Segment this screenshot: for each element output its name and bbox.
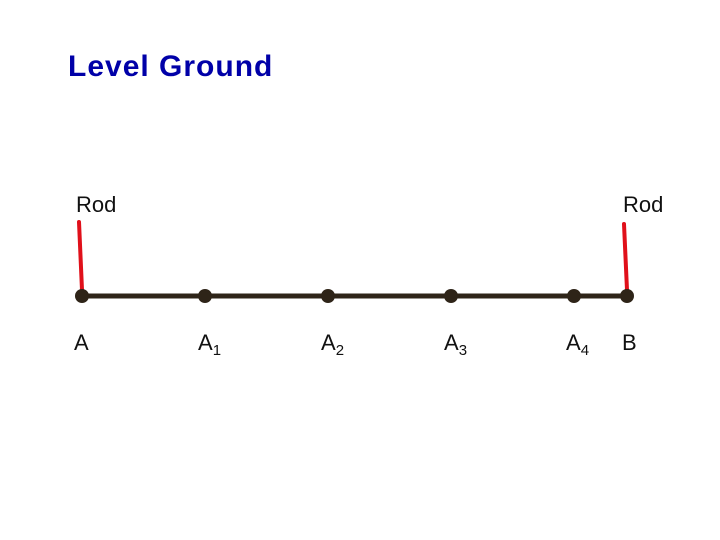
point-a1 [198, 289, 212, 303]
rod-label-right: Rod [623, 192, 664, 217]
rod-label-left: Rod [76, 192, 117, 217]
point-label-a: A [74, 330, 89, 355]
point-label-b: B [622, 330, 637, 355]
point-a [75, 289, 89, 303]
rod-left [77, 220, 84, 292]
rod-right [622, 222, 629, 292]
point-label-a2: A2 [321, 330, 345, 359]
point-label-a4: A4 [566, 330, 590, 359]
point-a2 [321, 289, 335, 303]
point-a3 [444, 289, 458, 303]
point-b [620, 289, 634, 303]
point-a4 [567, 289, 581, 303]
point-label-a1: A1 [198, 330, 222, 359]
point-label-a3: A3 [444, 330, 468, 359]
diagram-title: Level Ground [68, 50, 274, 83]
